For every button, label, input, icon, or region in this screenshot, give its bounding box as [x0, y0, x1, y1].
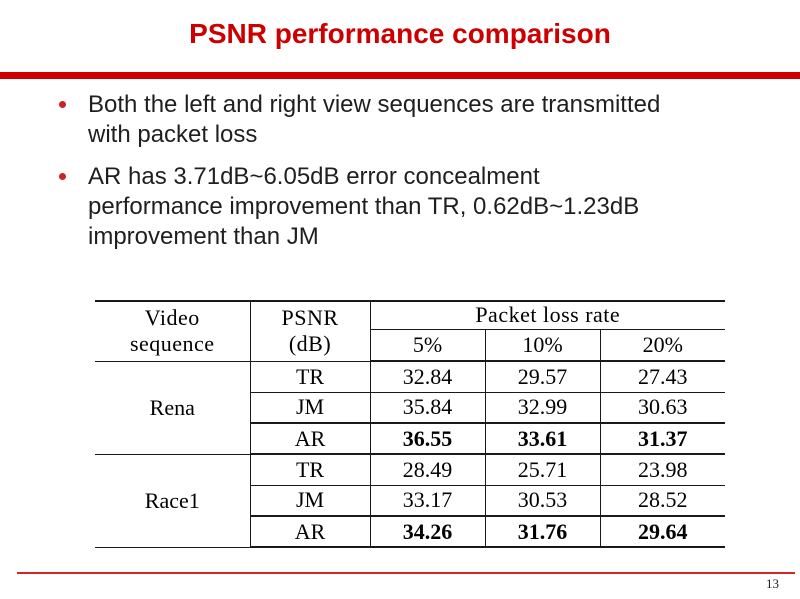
header-psnr-db: PSNR (dB) — [249, 301, 371, 362]
method-cell: JM — [249, 392, 371, 424]
value-cell: 28.49 — [369, 454, 486, 486]
value-cell: 32.99 — [484, 392, 601, 424]
table-header-row: 5% 10% 20% — [95, 329, 725, 362]
footer-divider-rule — [17, 572, 795, 574]
value-cell: 36.55 — [369, 423, 486, 455]
title-divider-rule — [0, 72, 800, 79]
bullet-line: Both the left and right view sequences a… — [88, 91, 661, 118]
bullet-line: performance improvement than TR, 0.62dB~… — [88, 193, 640, 220]
method-cell: TR — [249, 361, 371, 393]
bullet-text: Both the left and right view sequences a… — [88, 90, 660, 150]
value-cell: 33.61 — [484, 423, 601, 455]
header-video-sequence: Video sequence — [95, 301, 251, 362]
value-cell: 30.53 — [484, 485, 601, 517]
header-loss-rate-5: 5% — [369, 329, 486, 362]
bullet-dot-icon — [59, 173, 66, 180]
table-row: JM 33.17 30.53 28.52 — [95, 485, 725, 517]
value-cell: 29.57 — [484, 361, 601, 393]
value-cell: 34.26 — [369, 516, 486, 548]
value-cell: 31.37 — [599, 423, 725, 455]
bullet-text: AR has 3.71dB~6.05dB error concealment p… — [88, 162, 639, 252]
slide-title: PSNR performance comparison — [189, 18, 611, 49]
value-cell: 35.84 — [369, 392, 486, 424]
method-cell: TR — [249, 454, 371, 486]
psnr-comparison-table: Video sequence PSNR (dB) Packet loss rat… — [95, 300, 725, 548]
bullet-item: Both the left and right view sequences a… — [59, 90, 749, 150]
sequence-cell-rena: Rena — [95, 361, 251, 455]
value-cell: 27.43 — [599, 361, 725, 393]
method-cell: JM — [249, 485, 371, 517]
table-row: Rena TR 32.84 29.57 27.43 — [95, 361, 725, 455]
table-row: Race1 TR 28.49 25.71 23.98 — [95, 454, 725, 548]
bullet-line: AR has 3.71dB~6.05dB error concealment — [88, 163, 540, 190]
table-row: AR 34.26 31.76 29.64 — [95, 516, 725, 548]
value-cell: 31.76 — [484, 516, 601, 548]
table-row: JM 35.84 32.99 30.63 — [95, 392, 725, 424]
header-packet-loss-rate: Packet loss rate — [369, 301, 725, 330]
bullet-item: AR has 3.71dB~6.05dB error concealment p… — [59, 162, 749, 252]
bullet-dot-icon — [59, 101, 66, 108]
method-cell: AR — [249, 516, 371, 548]
sequence-cell-race1: Race1 — [95, 454, 251, 548]
bullet-list: Both the left and right view sequences a… — [59, 90, 749, 264]
value-cell: 30.63 — [599, 392, 725, 424]
bullet-line: with packet loss — [88, 121, 258, 148]
value-cell: 25.71 — [484, 454, 601, 486]
header-loss-rate-20: 20% — [599, 329, 725, 362]
table-row: AR 36.55 33.61 31.37 — [95, 423, 725, 455]
value-cell: 32.84 — [369, 361, 486, 393]
value-cell: 28.52 — [599, 485, 725, 517]
value-cell: 29.64 — [599, 516, 725, 548]
page-number: 13 — [766, 576, 779, 591]
value-cell: 23.98 — [599, 454, 725, 486]
bullet-line: improvement than JM — [88, 223, 319, 250]
table-header-row: Video sequence PSNR (dB) Packet loss rat… — [95, 301, 725, 362]
value-cell: 33.17 — [369, 485, 486, 517]
header-loss-rate-10: 10% — [484, 329, 601, 362]
method-cell: AR — [249, 423, 371, 455]
